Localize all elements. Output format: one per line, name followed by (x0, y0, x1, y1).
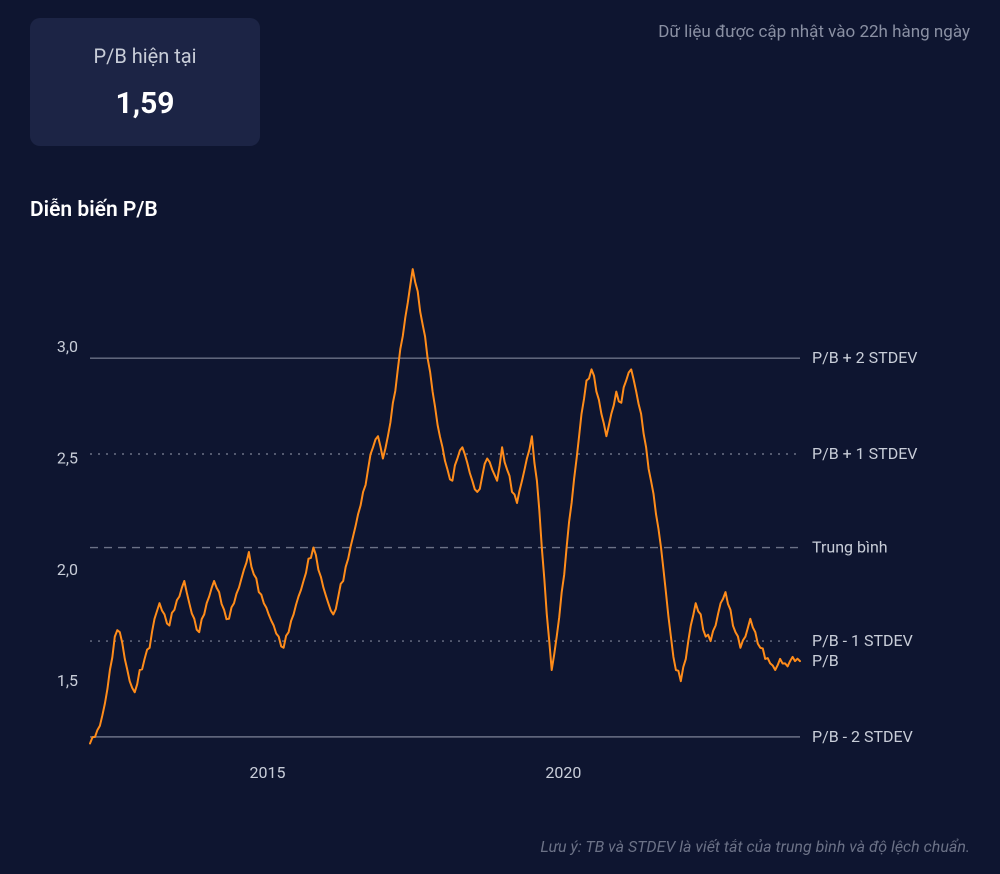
svg-text:P/B: P/B (812, 651, 839, 670)
svg-text:2,0: 2,0 (57, 560, 78, 579)
svg-text:3,0: 3,0 (57, 337, 78, 356)
svg-text:P/B - 2 STDEV: P/B - 2 STDEV (812, 727, 913, 746)
svg-text:P/B - 1 STDEV: P/B - 1 STDEV (812, 631, 913, 650)
svg-text:2015: 2015 (250, 763, 286, 782)
svg-text:P/B + 2 STDEV: P/B + 2 STDEV (812, 348, 917, 367)
pb-chart: 1,5 2,0 2,5 3,0 P/B + 2 STDEV P/B + 1 STDEV Tr… (30, 248, 970, 808)
pb-current-card: P/B hiện tại 1,59 (30, 18, 260, 146)
svg-text:2020: 2020 (545, 763, 581, 782)
card-title: P/B hiện tại (93, 44, 196, 68)
svg-text:2,5: 2,5 (57, 448, 78, 467)
footnote: Lưu ý: TB và STDEV là viết tắt của trung… (540, 837, 970, 856)
svg-text:P/B + 1 STDEV: P/B + 1 STDEV (812, 444, 917, 463)
card-value: 1,59 (115, 86, 174, 121)
svg-text:Trung bình: Trung bình (812, 538, 888, 557)
svg-text:1,5: 1,5 (57, 671, 78, 690)
chart-title: Diễn biến P/B (30, 198, 158, 222)
update-note: Dữ liệu được cập nhật vào 22h hàng ngày (658, 22, 970, 42)
